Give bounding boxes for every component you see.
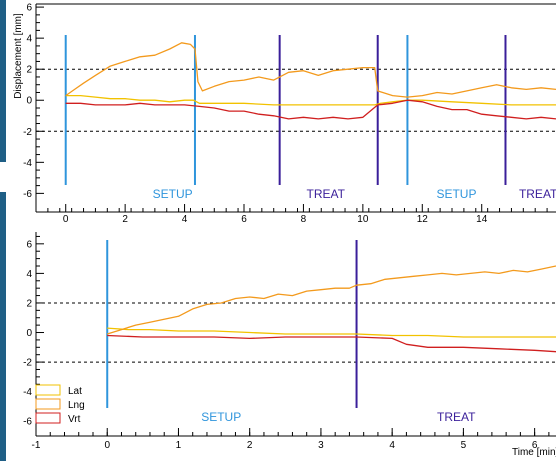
x-tick-label: 4: [182, 214, 188, 225]
x-tick-label: 0: [104, 440, 110, 451]
x-tick-label: 3: [318, 440, 324, 451]
x-tick-label: 4: [389, 440, 395, 451]
x-tick-label: 2: [247, 440, 253, 451]
x-tick-label: 6: [532, 440, 538, 451]
y-tick-label: 4: [26, 269, 32, 280]
panel-bottom: -6 -4 -2 0 2 4 6 -1 0 1 2 3 4 5 6 SETUP TREAT Lat Lng Vrt: [23, 232, 556, 451]
series-lng-line: [65, 42, 556, 98]
x-tick-label: 5: [461, 440, 467, 451]
x-tick-label: 14: [476, 214, 488, 225]
y-tick-label: 2: [26, 298, 32, 309]
x-tick-label: 12: [417, 214, 429, 225]
phase-label-treat: TREAT: [437, 410, 476, 424]
legend-label-vrt: Vrt: [68, 414, 81, 425]
series-lng-line: [107, 265, 556, 335]
x-tick-label: 8: [301, 214, 307, 225]
y-tick-label: 6: [26, 239, 32, 250]
series-vrt-line: [65, 99, 556, 120]
y-tick-label: 2: [26, 65, 32, 76]
y-tick-label: -6: [23, 189, 32, 200]
x-tick-label: -1: [32, 440, 41, 451]
left-accent-bar-bottom: [0, 192, 6, 461]
y-tick-label: 0: [26, 328, 32, 339]
phase-label-setup: SETUP: [153, 187, 193, 201]
y-tick-label: -2: [23, 358, 32, 369]
left-accent-bar-top: [0, 0, 6, 162]
x-tick-label: 0: [63, 214, 69, 225]
y-tick-label: -6: [23, 417, 32, 428]
y-tick-label: 4: [26, 34, 32, 45]
x-tick-label: 1: [176, 440, 182, 451]
y-tick-label: 0: [26, 96, 32, 107]
y-tick-label: -4: [23, 387, 32, 398]
series-lat-line: [65, 94, 556, 106]
series-vrt-line: [107, 334, 556, 353]
legend-label-lng: Lng: [68, 400, 85, 411]
x-axis-label: Time [min]: [512, 447, 556, 458]
y-tick-label: 6: [26, 3, 32, 14]
y-tick-label: -4: [23, 158, 32, 169]
legend-swatch-lat: [35, 384, 61, 396]
x-tick-label: 6: [241, 214, 247, 225]
phase-label-setup: SETUP: [201, 410, 241, 424]
y-axis-label: Displacement [mm]: [13, 13, 24, 99]
phase-label-treat: TREAT: [306, 187, 345, 201]
x-tick-label: 2: [122, 214, 128, 225]
panel-top: -6 -4 -2 0 2 4 6 0 2 4 6 8 10 12 14 SETUP TREAT SETUP TREA…: [23, 3, 556, 225]
legend-label-lat: Lat: [68, 386, 82, 397]
x-tick-label: 10: [357, 214, 369, 225]
legend-swatch-vrt: [35, 412, 61, 424]
y-tick-label: -2: [23, 127, 32, 138]
series-lat-line: [107, 327, 556, 338]
phase-label-setup: SETUP: [436, 187, 476, 201]
phase-label-treat: TREAT: [519, 187, 556, 201]
legend-swatch-lng: [35, 398, 61, 410]
